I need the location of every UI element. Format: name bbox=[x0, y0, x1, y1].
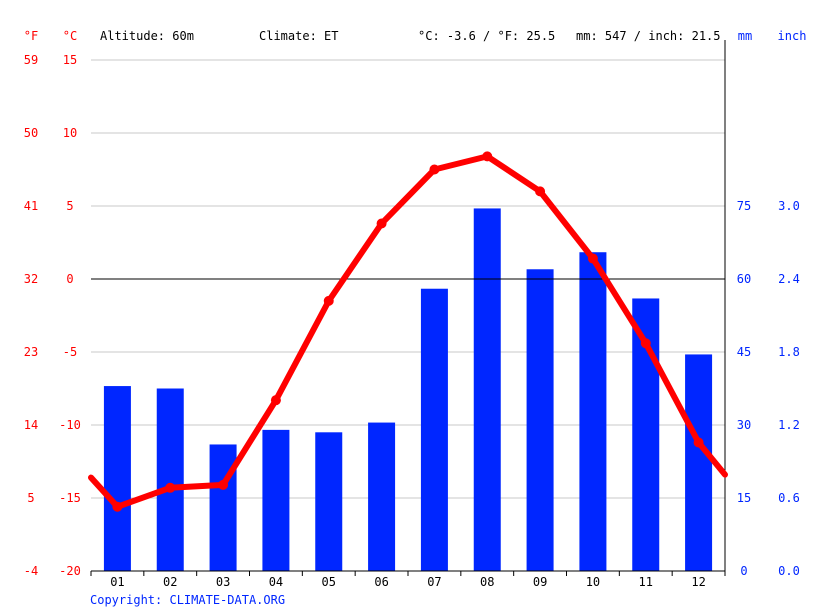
inch-tick-label: 2.4 bbox=[778, 272, 800, 286]
inch-tick-label: 0.0 bbox=[778, 564, 800, 578]
mm-tick-label: 15 bbox=[737, 491, 751, 505]
celsius-unit-label: °C bbox=[63, 29, 77, 43]
mm-tick-label: 60 bbox=[737, 272, 751, 286]
temperature-point bbox=[270, 395, 281, 406]
inch-tick-label: 0.6 bbox=[778, 491, 800, 505]
temperature-point bbox=[323, 295, 334, 306]
mm-tick-label: 30 bbox=[737, 418, 751, 432]
temperature-point bbox=[535, 186, 546, 197]
precipitation-bar bbox=[685, 354, 713, 571]
fahrenheit-tick-label: 32 bbox=[24, 272, 38, 286]
fahrenheit-tick-label: 23 bbox=[24, 345, 38, 359]
celsius-tick-label: 10 bbox=[63, 126, 77, 140]
temperature-point bbox=[112, 501, 123, 512]
fahrenheit-unit-label: °F bbox=[24, 29, 38, 43]
precipitation-bars bbox=[103, 208, 713, 571]
precipitation-bar bbox=[473, 208, 501, 571]
climate-label: Climate: ET bbox=[259, 29, 338, 43]
month-label: 04 bbox=[269, 575, 283, 589]
celsius-tick-label: -10 bbox=[59, 418, 81, 432]
average-temperature-label: °C: -3.6 / °F: 25.5 bbox=[418, 29, 555, 43]
precipitation-bar bbox=[156, 388, 184, 571]
month-label: 07 bbox=[427, 575, 441, 589]
fahrenheit-tick-label: 41 bbox=[24, 199, 38, 213]
inch-tick-label: 1.2 bbox=[778, 418, 800, 432]
celsius-tick-label: 0 bbox=[66, 272, 73, 286]
month-label: 09 bbox=[533, 575, 547, 589]
precipitation-bar bbox=[103, 386, 131, 571]
temperature-line bbox=[88, 151, 728, 512]
inch-tick-label: 3.0 bbox=[778, 199, 800, 213]
month-label: 06 bbox=[374, 575, 388, 589]
temperature-point bbox=[165, 482, 176, 493]
month-label: 01 bbox=[110, 575, 124, 589]
precipitation-bar bbox=[526, 269, 554, 571]
precipitation-bar bbox=[262, 429, 290, 571]
precipitation-bar bbox=[579, 252, 607, 571]
month-label: 12 bbox=[691, 575, 705, 589]
mm-unit-label: mm bbox=[738, 29, 752, 43]
temperature-series-line bbox=[88, 153, 728, 510]
celsius-tick-label: 5 bbox=[66, 199, 73, 213]
fahrenheit-tick-label: 59 bbox=[24, 53, 38, 67]
month-label: 11 bbox=[639, 575, 653, 589]
month-label: 10 bbox=[586, 575, 600, 589]
temperature-point bbox=[482, 151, 493, 162]
fahrenheit-tick-label: 14 bbox=[24, 418, 38, 432]
altitude-label: Altitude: 60m bbox=[100, 29, 194, 43]
inch-unit-label: inch bbox=[778, 29, 807, 43]
fahrenheit-tick-label: 5 bbox=[27, 491, 34, 505]
mm-tick-label: 75 bbox=[737, 199, 751, 213]
precipitation-bar bbox=[209, 444, 237, 571]
temperature-point bbox=[640, 338, 651, 349]
month-label: 05 bbox=[322, 575, 336, 589]
temperature-point bbox=[376, 218, 387, 229]
temperature-point bbox=[587, 253, 598, 264]
fahrenheit-tick-label: -4 bbox=[24, 564, 38, 578]
precipitation-bar bbox=[315, 432, 343, 571]
celsius-tick-label: -20 bbox=[59, 564, 81, 578]
month-label: 03 bbox=[216, 575, 230, 589]
celsius-tick-label: -15 bbox=[59, 491, 81, 505]
temperature-point bbox=[693, 437, 704, 448]
precipitation-bar bbox=[368, 422, 396, 571]
inch-tick-label: 1.8 bbox=[778, 345, 800, 359]
month-label: 08 bbox=[480, 575, 494, 589]
mm-tick-label: 0 bbox=[740, 564, 747, 578]
precipitation-bar bbox=[420, 288, 448, 571]
axes bbox=[90, 40, 726, 576]
month-label: 02 bbox=[163, 575, 177, 589]
temperature-point bbox=[218, 479, 229, 490]
precipitation-total-label: mm: 547 / inch: 21.5 bbox=[576, 29, 721, 43]
copyright-text: Copyright: CLIMATE-DATA.ORG bbox=[90, 593, 285, 607]
celsius-tick-label: -5 bbox=[63, 345, 77, 359]
mm-tick-label: 45 bbox=[737, 345, 751, 359]
temperature-point bbox=[429, 164, 440, 175]
fahrenheit-tick-label: 50 bbox=[24, 126, 38, 140]
celsius-tick-label: 15 bbox=[63, 53, 77, 67]
